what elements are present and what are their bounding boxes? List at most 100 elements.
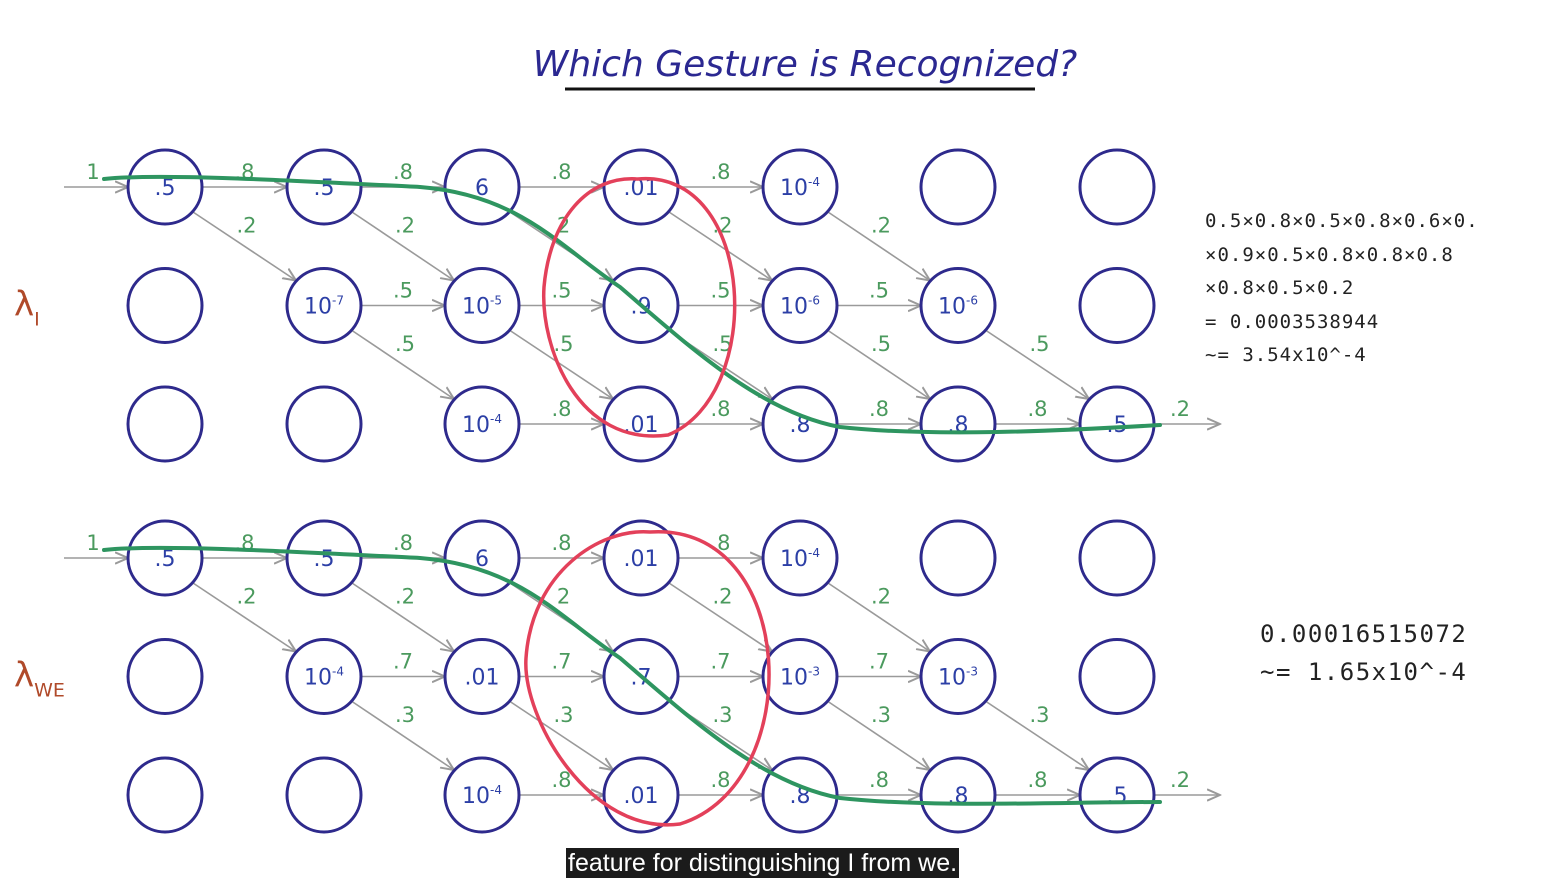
state-circle <box>602 385 680 463</box>
diagonal-transition-arrow <box>351 700 454 771</box>
diagonal-transition-probability: .2 <box>712 584 732 608</box>
state-circle <box>285 638 363 715</box>
state-emission-probability: 10-3 <box>780 665 820 691</box>
state-emission-probability: 10-6 <box>780 294 820 320</box>
diagram-title: Which Gesture is Recognized? <box>533 44 1077 85</box>
horizontal-transition-probability: .8 <box>551 531 571 555</box>
calculation-line: ~= 3.54x10^-4 <box>1205 344 1367 366</box>
state-circle <box>126 385 204 463</box>
state-emission-probability: .01 <box>624 547 659 572</box>
state-circle <box>1078 638 1156 715</box>
state-emission-probability: 10-7 <box>304 294 344 320</box>
state-circle <box>285 756 363 834</box>
video-caption: feature for distinguishing I from we. <box>566 848 960 878</box>
state-circle <box>126 148 204 226</box>
diagonal-transition-probability: .2 <box>871 213 891 237</box>
diagonal-transition-probability: .2 <box>871 584 891 608</box>
state-circle <box>919 638 997 715</box>
diagonal-transition-probability: .5 <box>871 332 891 356</box>
diagonal-transition-probability: .3 <box>1029 703 1049 727</box>
diagonal-transition-arrow <box>509 700 613 771</box>
horizontal-transition-probability: .8 <box>710 768 730 792</box>
horizontal-transition-probability: .8 <box>710 397 730 421</box>
diagonal-transition-arrow <box>509 329 613 400</box>
state-emission-probability: .5 <box>155 547 176 572</box>
state-circle <box>126 519 204 597</box>
diagonal-transition-arrow <box>827 582 930 652</box>
horizontal-transition-probability: .8 <box>869 397 889 421</box>
state-circle <box>761 148 839 226</box>
state-circle <box>443 267 521 344</box>
state-emission-probability: .5 <box>1107 784 1128 809</box>
diagonal-transition-probability: .3 <box>712 703 732 727</box>
diagonal-transition-arrow <box>985 700 1089 771</box>
diagonal-transition-probability: .3 <box>871 703 891 727</box>
horizontal-transition-probability: .8 <box>551 397 571 421</box>
horizontal-transition-probability: .7 <box>869 650 889 674</box>
calculation-line: ~= 1.65x10^-4 <box>1260 658 1468 686</box>
diagonal-transition-probability: .5 <box>395 332 415 356</box>
model-i-trellis: 1.8.8.8.8.5.5.5.5.8.8.8.8.2.2 2.2.2.5.5.5… <box>14 148 1220 463</box>
diagonal-transition-probability: .2 <box>712 213 732 237</box>
state-circle <box>919 519 997 597</box>
horizontal-transition-probability: .5 <box>869 279 889 303</box>
diagonal-transition-arrow <box>985 329 1089 400</box>
diagonal-transition-arrow <box>351 582 454 652</box>
horizontal-transition-probability: .8 <box>710 160 730 184</box>
state-emission-probability: .5 <box>314 176 335 201</box>
state-circle <box>285 267 363 344</box>
horizontal-transition-probability: .7 <box>393 650 413 674</box>
exit-probability: .2 <box>1170 397 1190 421</box>
state-circle <box>443 638 521 715</box>
horizontal-transition-probability: .8 <box>551 768 571 792</box>
calculation-line: = 0.0003538944 <box>1205 310 1380 333</box>
horizontal-transition-probability: .8 <box>393 531 413 555</box>
state-circle <box>1078 756 1156 834</box>
diagonal-transition-probability: .2 <box>236 584 256 608</box>
state-circle <box>443 756 521 834</box>
diagonal-transition-arrow <box>668 582 772 652</box>
state-circle <box>919 148 997 226</box>
diagonal-transition-probability: .5 <box>1029 332 1049 356</box>
state-circle <box>602 519 680 597</box>
model-i-label: λI <box>14 285 40 331</box>
calculation-line: 0.00016515072 <box>1260 620 1468 648</box>
horizontal-transition-probability: .8 <box>1027 397 1047 421</box>
state-emission-probability: 10-4 <box>780 175 820 201</box>
state-emission-probability: 10-4 <box>780 546 820 572</box>
state-circle <box>285 519 363 597</box>
state-circle <box>761 638 839 715</box>
calculation-line: ×0.8×0.5×0.2 <box>1205 277 1355 299</box>
diagonal-transition-probability: .2 <box>395 213 415 237</box>
horizontal-transition-probability: .8 <box>869 768 889 792</box>
diagonal-transition-probability: .5 <box>712 332 732 356</box>
state-circle <box>1078 148 1156 226</box>
state-emission-probability: .01 <box>624 784 659 809</box>
calculation-line: 0.5×0.8×0.5×0.8×0.6×0. <box>1205 210 1479 232</box>
state-emission-probability: 10-4 <box>462 412 502 438</box>
entry-probability: 1 <box>86 160 99 184</box>
model-we-label: λWE <box>14 656 65 702</box>
horizontal-transition-probability: .7 <box>710 650 730 674</box>
model-we-trellis: 1.8.8.8.8.7.7.7.7.8.8.8.8.2.2 2.2.2.3.3.3… <box>14 519 1220 834</box>
state-circle <box>285 148 363 226</box>
diagonal-transition-probability: .5 <box>553 332 573 356</box>
state-circle <box>126 638 204 715</box>
horizontal-transition-probability: .7 <box>551 650 571 674</box>
horizontal-transition-probability: .8 <box>1027 768 1047 792</box>
entry-probability: 1 <box>86 531 99 555</box>
state-circle <box>126 267 204 344</box>
state-circle <box>919 385 997 463</box>
state-emission-probability: 10-5 <box>462 294 502 320</box>
diagonal-transition-arrow <box>827 329 930 400</box>
state-circle <box>443 385 521 463</box>
viterbi-path-stroke <box>102 174 1162 435</box>
state-emission-probability: 10-4 <box>462 783 502 809</box>
hmm-trellis-layer: 1 .8 .8 .8 .8 .5 .5 .5 .5 .8 .8 .8 .8 .2 .2 2 .2 .2 .5 .5 .5… <box>14 148 1220 834</box>
state-emission-probability: 6 <box>475 547 489 572</box>
diagonal-transition-arrow <box>827 700 930 771</box>
diagonal-transition-probability: .2 <box>236 213 256 237</box>
state-circle <box>1078 519 1156 597</box>
state-circle <box>761 519 839 597</box>
